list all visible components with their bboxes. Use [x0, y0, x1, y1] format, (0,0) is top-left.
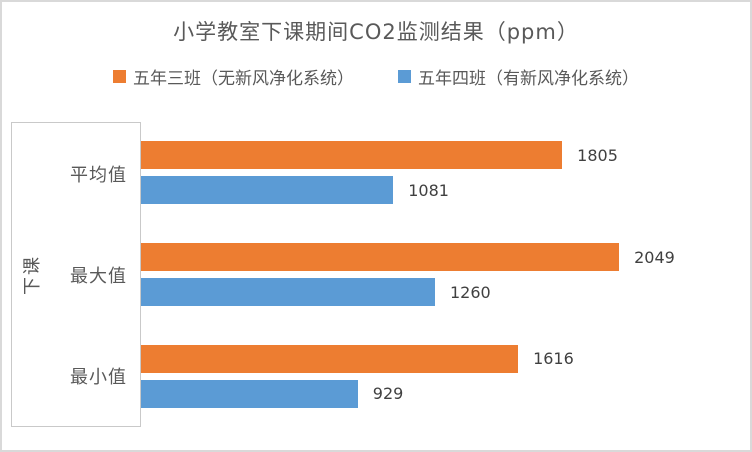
- bar-value-label: 2049: [634, 247, 675, 267]
- bar-value-label: 1260: [450, 282, 491, 302]
- bar-row: 1805: [141, 141, 701, 170]
- vertical-axis-title: 下课: [22, 254, 43, 295]
- bar: [141, 141, 563, 170]
- bar: [141, 379, 358, 408]
- axis-title-column: 下课: [12, 123, 50, 426]
- bar-row: 1616: [141, 344, 701, 373]
- bar-row: 2049: [141, 243, 701, 271]
- bar-group: 1805 1081: [141, 122, 701, 224]
- bar-value-label: 929: [372, 384, 404, 404]
- bar: [141, 243, 620, 271]
- category-label: 最大值: [70, 265, 127, 287]
- bar-row: 929: [141, 379, 701, 408]
- bar: [141, 278, 435, 306]
- legend-marker-orange-icon: [113, 70, 126, 83]
- bar-value-label: 1805: [577, 145, 618, 165]
- bar-value-label: 1616: [533, 349, 574, 369]
- bar: [141, 176, 394, 205]
- bar-row: 1260: [141, 278, 701, 306]
- legend-item-no-purifier: 五年三班（无新风净化系统）: [113, 64, 354, 89]
- legend-label-no-purifier: 五年三班（无新风净化系统）: [133, 69, 354, 89]
- bar-group: 2049 1260: [141, 224, 701, 326]
- chart-title: 小学教室下课期间CO2监测结果（ppm）: [173, 20, 579, 44]
- legend: 五年三班（无新风净化系统） 五年四班（有新风净化系统）: [2, 64, 750, 89]
- bar-row: 1081: [141, 176, 701, 205]
- legend-marker-blue-icon: [398, 70, 411, 83]
- category-labels: 平均值 最大值 最小值: [50, 123, 140, 426]
- bar-group: 1616 929: [141, 325, 701, 427]
- bar-groups: 1805 1081 2049 1260 1616 929: [141, 122, 701, 427]
- bar-value-label: 1081: [408, 180, 449, 200]
- category-label: 平均值: [70, 164, 127, 186]
- legend-item-with-purifier: 五年四班（有新风净化系统）: [398, 64, 639, 89]
- category-axis-box: 下课 平均值最大值最小值: [11, 122, 141, 427]
- category-label: 最小值: [70, 366, 127, 388]
- bar: [141, 344, 519, 373]
- legend-label-with-purifier: 五年四班（有新风净化系统）: [418, 69, 639, 89]
